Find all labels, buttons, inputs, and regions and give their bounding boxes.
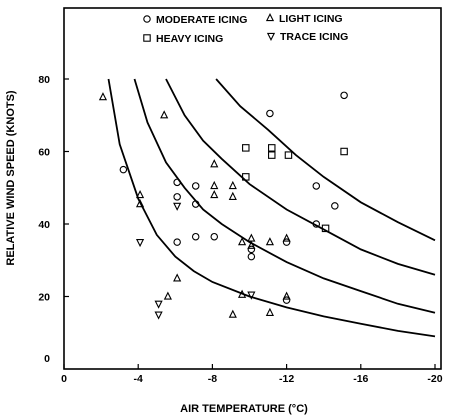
x-tick-label: -8 xyxy=(208,373,217,385)
legend-label: TRACE ICING xyxy=(280,31,348,43)
heavy-point xyxy=(284,151,293,159)
trace-point xyxy=(154,311,163,320)
moderate-point xyxy=(312,182,321,190)
legend-item-moderate: MODERATE ICING xyxy=(143,14,247,26)
moderate-point xyxy=(173,193,181,201)
trace-point xyxy=(247,291,256,300)
x-axis-label: AIR TEMPERATURE (°C) xyxy=(180,403,308,415)
light-point xyxy=(135,199,145,208)
light-point xyxy=(210,159,219,168)
series-light xyxy=(98,92,291,318)
x-tick-label: -16 xyxy=(353,373,368,385)
x-tick-label: -12 xyxy=(279,373,294,385)
light-point xyxy=(237,237,247,246)
heavy-point xyxy=(268,144,276,152)
moderate-point xyxy=(119,165,128,174)
trace-point xyxy=(173,202,182,211)
light-point xyxy=(265,307,274,316)
light-point xyxy=(247,233,256,242)
boundary-curve-4 xyxy=(215,78,436,242)
legend: MODERATE ICING LIGHT ICING HEAVY ICING TRAC… xyxy=(143,12,348,45)
legend-label: HEAVY ICING xyxy=(156,33,223,45)
light-point xyxy=(237,289,247,298)
data-points xyxy=(98,91,348,320)
light-point xyxy=(265,237,274,246)
moderate-point xyxy=(282,238,291,246)
moderate-point xyxy=(282,296,291,304)
icing-boundary-curves xyxy=(107,78,436,338)
boundary-curve-3 xyxy=(165,78,436,276)
light-point xyxy=(210,180,219,190)
series-heavy xyxy=(242,144,348,233)
legend-label: LIGHT ICING xyxy=(279,13,343,25)
y-tick-label: 40 xyxy=(38,219,50,231)
boundary-curve-2 xyxy=(133,78,436,314)
heavy-point xyxy=(321,224,330,233)
y-axis-label: RELATIVE WIND SPEED (KNOTS) xyxy=(5,90,17,266)
legend-item-trace: TRACE ICING xyxy=(266,31,348,43)
series-trace xyxy=(135,202,256,320)
heavy-point xyxy=(242,144,250,152)
y-tick-label: 0 xyxy=(44,353,50,365)
legend-marker xyxy=(265,12,275,22)
light-point xyxy=(228,180,237,190)
light-point xyxy=(173,273,182,282)
trace-point xyxy=(135,238,145,248)
axis-ticks: 0 -4 -8 -12 -16 -20 0 20 40 60 80 xyxy=(38,74,442,385)
moderate-point xyxy=(266,109,274,118)
light-point xyxy=(210,189,219,199)
light-point xyxy=(228,309,237,318)
legend-marker xyxy=(266,32,276,42)
y-tick-label: 60 xyxy=(38,147,50,159)
light-point xyxy=(282,291,291,300)
series-moderate xyxy=(119,91,348,304)
light-point xyxy=(247,240,256,249)
moderate-point xyxy=(312,220,321,228)
light-point xyxy=(98,92,108,101)
moderate-point xyxy=(331,202,339,210)
legend-marker xyxy=(143,34,151,42)
legend-item-heavy: HEAVY ICING xyxy=(143,33,223,45)
light-point xyxy=(163,291,172,300)
legend-item-light: LIGHT ICING xyxy=(265,12,343,25)
boundary-curve-1 xyxy=(107,78,436,338)
light-point xyxy=(160,110,169,119)
x-tick-label: -4 xyxy=(134,373,143,385)
light-point xyxy=(135,189,145,199)
legend-marker xyxy=(143,15,151,23)
moderate-point xyxy=(191,232,200,241)
moderate-point xyxy=(173,238,181,246)
moderate-point xyxy=(191,200,200,208)
moderate-point xyxy=(191,182,200,190)
trace-point xyxy=(154,300,163,309)
moderate-point xyxy=(247,245,256,254)
moderate-point xyxy=(340,91,348,100)
heavy-point xyxy=(242,173,250,181)
light-point xyxy=(282,233,291,242)
x-tick-label: -20 xyxy=(427,373,442,385)
x-tick-label: 0 xyxy=(61,373,67,385)
plot-frame xyxy=(63,7,442,370)
moderate-point xyxy=(210,232,219,241)
y-tick-label: 20 xyxy=(38,292,50,304)
moderate-point xyxy=(173,178,181,187)
y-tick-label: 80 xyxy=(38,74,50,86)
moderate-point xyxy=(247,252,256,261)
light-point xyxy=(228,191,237,200)
legend-label: MODERATE ICING xyxy=(156,14,247,26)
heavy-point xyxy=(268,151,276,159)
heavy-point xyxy=(340,147,348,156)
